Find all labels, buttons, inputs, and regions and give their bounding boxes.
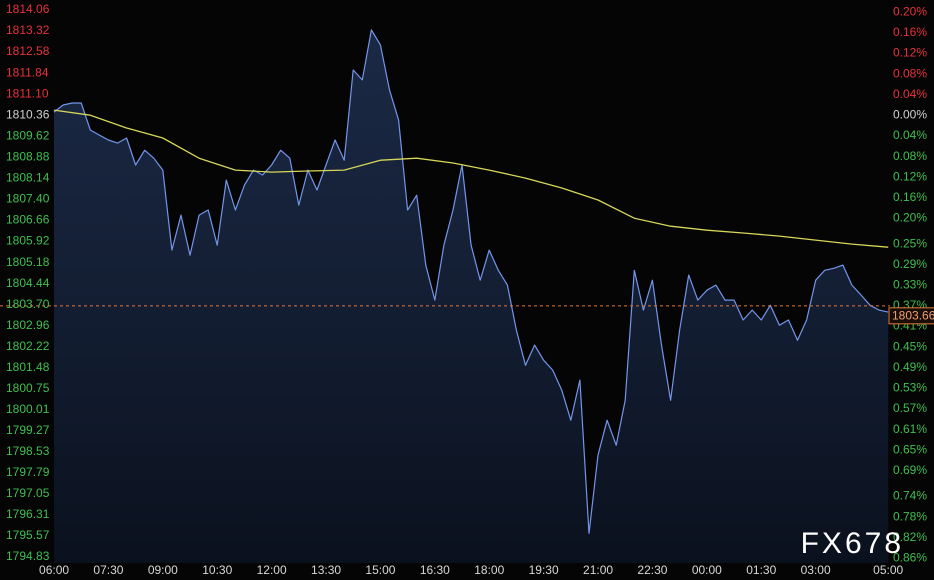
last-price-tag (888, 307, 934, 325)
y2-tick-label: 0.57% (893, 401, 927, 415)
y-tick-label: 1812.58 (6, 44, 50, 58)
y-tick-label: 1813.32 (6, 23, 50, 37)
x-tick-label: 22:30 (637, 563, 667, 577)
y-tick-label: 1811.10 (6, 86, 49, 100)
y-tick-label: 1808.88 (6, 149, 50, 163)
y2-tick-label: 0.08% (893, 149, 927, 163)
y-tick-label: 1800.75 (6, 381, 50, 395)
y2-tick-label: 0.74% (893, 489, 927, 503)
x-tick-label: 15:00 (365, 563, 395, 577)
x-tick-label: 12:00 (257, 563, 287, 577)
y-tick-label: 1802.22 (6, 339, 50, 353)
x-tick-label: 19:30 (529, 563, 559, 577)
y-tick-label: 1810.36 (6, 107, 50, 121)
x-tick-label: 21:00 (583, 563, 613, 577)
y2-tick-label: 0.12% (893, 46, 927, 60)
y2-tick-label: 0.33% (893, 278, 927, 292)
y2-tick-label: 0.78% (893, 509, 927, 523)
y-tick-label: 1794.83 (6, 549, 50, 563)
y2-tick-label: 0.00% (893, 108, 927, 122)
y2-tick-label: 0.69% (893, 463, 927, 477)
y-tick-label: 1807.40 (6, 192, 50, 206)
x-tick-label: 05:00 (873, 563, 903, 577)
x-tick-label: 03:00 (801, 563, 831, 577)
y-tick-label: 1806.66 (6, 213, 50, 227)
y-tick-label: 1805.92 (6, 234, 50, 248)
plot-area (0, 29, 890, 563)
y-tick-label: 1798.53 (6, 444, 50, 458)
y-tick-label: 1811.84 (6, 65, 49, 79)
x-tick-label: 00:00 (692, 563, 722, 577)
x-tick-label: 07:30 (93, 563, 123, 577)
axes: 1814.06 1813.32 1812.58 1811.84 1811.10 1810.… (6, 2, 934, 577)
y2-tick-label: 0.29% (893, 257, 927, 271)
y-tick-label: 1803.70 (6, 297, 50, 311)
x-tick-label: 13:30 (311, 563, 341, 577)
y-tick-label: 1814.06 (6, 2, 50, 16)
y-tick-label: 1802.96 (6, 318, 50, 332)
y2-tick-label: 0.53% (893, 381, 927, 395)
x-tick-label: 01:30 (746, 563, 776, 577)
y2-tick-label: 0.61% (893, 422, 927, 436)
watermark: FX678 (801, 527, 904, 560)
average-line (53, 109, 889, 248)
y2-tick-label: 0.16% (893, 25, 927, 39)
y-tick-label: 1801.48 (6, 360, 50, 374)
y2-tick-label: 0.82% (893, 530, 927, 544)
y-tick-label: 1800.01 (6, 402, 50, 416)
y2-tick-label: 0.45% (893, 339, 927, 353)
x-tick-label: 09:00 (148, 563, 178, 577)
price-line (53, 29, 889, 534)
x-tick-label: 16:30 (420, 563, 450, 577)
y2-tick-label: 0.04% (893, 128, 927, 142)
y2-tick-label: 0.49% (893, 360, 927, 374)
x-tick-label: 18:00 (474, 563, 504, 577)
y2-tick-label: 0.65% (893, 442, 927, 456)
y-tick-label: 1797.79 (6, 465, 50, 479)
last-price-label: 1803.66 (892, 308, 934, 322)
y-tick-label: 1799.27 (6, 423, 50, 437)
y-tick-label: 1795.57 (6, 528, 50, 542)
price-area (54, 29, 889, 563)
y-tick-label: 1808.14 (6, 171, 50, 185)
y-tick-label: 1797.05 (6, 486, 50, 500)
y2-tick-label: 0.20% (893, 5, 927, 19)
y-tick-label: 1804.44 (6, 276, 50, 290)
x-tick-label: 10:30 (202, 563, 232, 577)
y2-tick-label: 0.20% (893, 211, 927, 225)
y2-tick-label: 0.25% (893, 236, 927, 250)
y2-tick-label: 0.16% (893, 190, 927, 204)
y2-tick-label: 0.86% (893, 551, 927, 565)
y-tick-label: 1809.62 (6, 128, 50, 142)
y2-tick-label: 0.12% (893, 169, 927, 183)
y2-tick-label: 0.04% (893, 87, 927, 101)
y2-tick-label: 0.08% (893, 66, 927, 80)
x-tick-label: 06:00 (39, 563, 69, 577)
y-tick-label: 1796.31 (6, 507, 50, 521)
y-tick-label: 1805.18 (6, 255, 50, 269)
